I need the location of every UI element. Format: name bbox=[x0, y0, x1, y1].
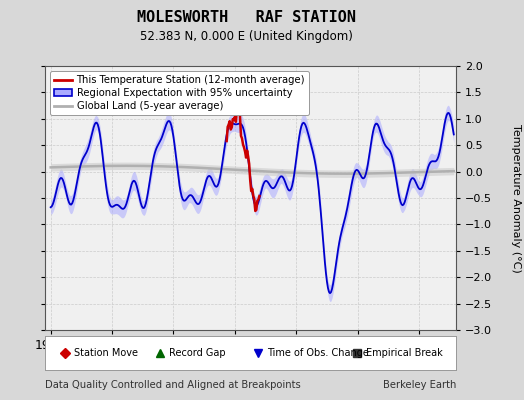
Y-axis label: Temperature Anomaly (°C): Temperature Anomaly (°C) bbox=[511, 124, 521, 272]
Text: Empirical Break: Empirical Break bbox=[366, 348, 443, 358]
Text: Berkeley Earth: Berkeley Earth bbox=[383, 380, 456, 390]
Text: Station Move: Station Move bbox=[74, 348, 138, 358]
Text: Data Quality Controlled and Aligned at Breakpoints: Data Quality Controlled and Aligned at B… bbox=[45, 380, 300, 390]
Text: Time of Obs. Change: Time of Obs. Change bbox=[267, 348, 369, 358]
Text: MOLESWORTH   RAF STATION: MOLESWORTH RAF STATION bbox=[137, 10, 356, 25]
Text: Record Gap: Record Gap bbox=[169, 348, 225, 358]
Legend: This Temperature Station (12-month average), Regional Expectation with 95% uncer: This Temperature Station (12-month avera… bbox=[50, 71, 309, 115]
Text: 52.383 N, 0.000 E (United Kingdom): 52.383 N, 0.000 E (United Kingdom) bbox=[140, 30, 353, 43]
